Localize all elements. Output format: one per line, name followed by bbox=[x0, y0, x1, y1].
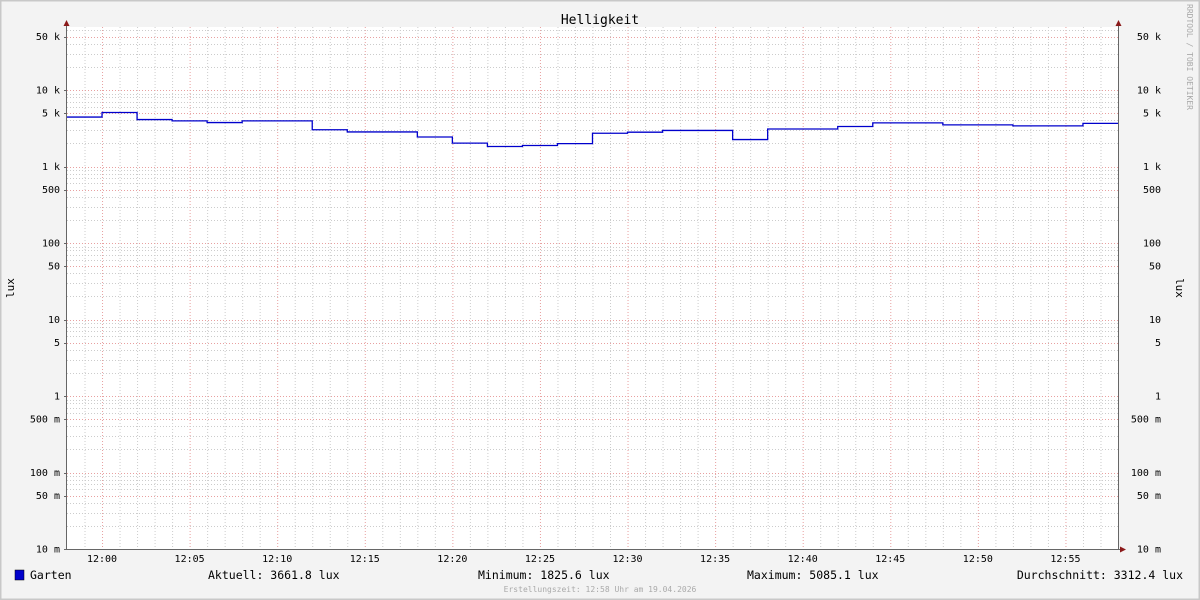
y-tick-label-right: 50 k bbox=[1137, 32, 1161, 43]
y-tick-label-left: 100 m bbox=[30, 468, 60, 479]
x-tick-label: 12:20 bbox=[437, 554, 467, 565]
y-tick-label-left: 1 bbox=[54, 392, 60, 403]
y-axis-label-right: lux bbox=[1173, 278, 1186, 298]
y-tick-label-right: 10 bbox=[1149, 315, 1161, 326]
x-tick-label: 12:10 bbox=[262, 554, 292, 565]
x-tick-label: 12:30 bbox=[612, 554, 642, 565]
x-axis-arrow-icon bbox=[1120, 546, 1126, 553]
chart-title: Helligkeit bbox=[561, 13, 639, 28]
y-tick-label-right: 5 k bbox=[1143, 109, 1161, 120]
series-line-garten bbox=[67, 111, 1118, 148]
tick-labels: 50 k 50 k 10 k 10 k 5 k 5 k 1 k 1 k 500 500 100 100… bbox=[30, 32, 1161, 565]
y-tick-label-left: 10 bbox=[48, 315, 60, 326]
y-tick-label-right: 10 k bbox=[1137, 86, 1161, 97]
footer-timestamp: Erstellungszeit: 12:58 Uhr am 19.04.2026 bbox=[504, 585, 697, 594]
x-tick-label: 12:15 bbox=[350, 554, 380, 565]
legend-maximum: Maximum: 5085.1 lux bbox=[747, 568, 879, 582]
y-tick-label-left: 500 m bbox=[30, 415, 60, 426]
axes bbox=[63, 20, 1126, 553]
y-tick-label-right: 5 bbox=[1155, 338, 1161, 349]
x-tick-label: 12:35 bbox=[700, 554, 730, 565]
y-tick-label-right: 500 bbox=[1143, 185, 1161, 196]
y-tick-label-left: 50 bbox=[48, 262, 60, 273]
y-tick-label-right: 1 bbox=[1155, 392, 1161, 403]
y-tick-label-left: 5 k bbox=[42, 109, 60, 120]
y-tick-label-right: 1 k bbox=[1143, 162, 1161, 173]
legend-current: Aktuell: 3661.8 lux bbox=[208, 568, 340, 582]
y-tick-label-left: 100 bbox=[42, 239, 60, 250]
legend-minimum: Minimum: 1825.6 lux bbox=[478, 568, 610, 582]
y-tick-label-left: 1 k bbox=[42, 162, 60, 173]
y-tick-label-right: 10 m bbox=[1137, 545, 1161, 556]
x-tick-label: 12:40 bbox=[788, 554, 818, 565]
x-tick-label: 12:55 bbox=[1050, 554, 1080, 565]
grid bbox=[67, 27, 1119, 549]
legend-series-name: Garten bbox=[30, 568, 72, 582]
watermark: RRDTOOL / TOBI OETIKER bbox=[1185, 4, 1194, 110]
y-axis-label-left: lux bbox=[4, 278, 17, 298]
y-axis-arrow-left-icon bbox=[63, 20, 70, 26]
legend-average: Durchschnitt: 3312.4 lux bbox=[1017, 568, 1183, 582]
x-tick-label: 12:45 bbox=[875, 554, 905, 565]
x-tick-label: 12:05 bbox=[175, 554, 205, 565]
y-tick-label-left: 10 k bbox=[36, 86, 60, 97]
y-tick-label-left: 5 bbox=[54, 338, 60, 349]
x-tick-label: 12:00 bbox=[87, 554, 117, 565]
y-tick-label-right: 100 bbox=[1143, 239, 1161, 250]
y-tick-label-right: 100 m bbox=[1131, 468, 1161, 479]
y-tick-label-left: 500 bbox=[42, 185, 60, 196]
y-axis-arrow-right-icon bbox=[1115, 20, 1122, 26]
y-tick-label-right: 50 bbox=[1149, 262, 1161, 273]
y-tick-label-right: 500 m bbox=[1131, 415, 1161, 426]
x-tick-label: 12:50 bbox=[963, 554, 993, 565]
legend-swatch bbox=[14, 569, 25, 581]
series-layer bbox=[67, 111, 1118, 148]
x-tick-label: 12:25 bbox=[525, 554, 555, 565]
y-tick-label-right: 50 m bbox=[1137, 491, 1161, 502]
y-tick-label-left: 10 m bbox=[36, 545, 60, 556]
y-tick-label-left: 50 k bbox=[36, 32, 60, 43]
y-tick-label-left: 50 m bbox=[36, 491, 60, 502]
